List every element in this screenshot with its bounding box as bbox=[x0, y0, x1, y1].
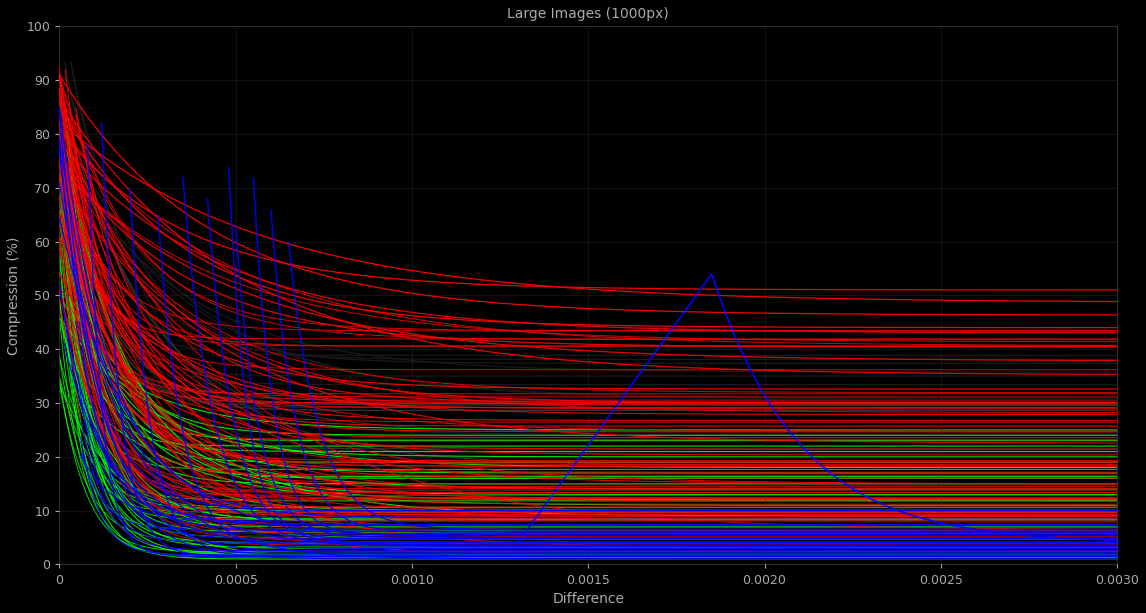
Y-axis label: Compression (%): Compression (%) bbox=[7, 236, 21, 354]
Title: Large Images (1000px): Large Images (1000px) bbox=[508, 7, 669, 21]
X-axis label: Difference: Difference bbox=[552, 592, 625, 606]
